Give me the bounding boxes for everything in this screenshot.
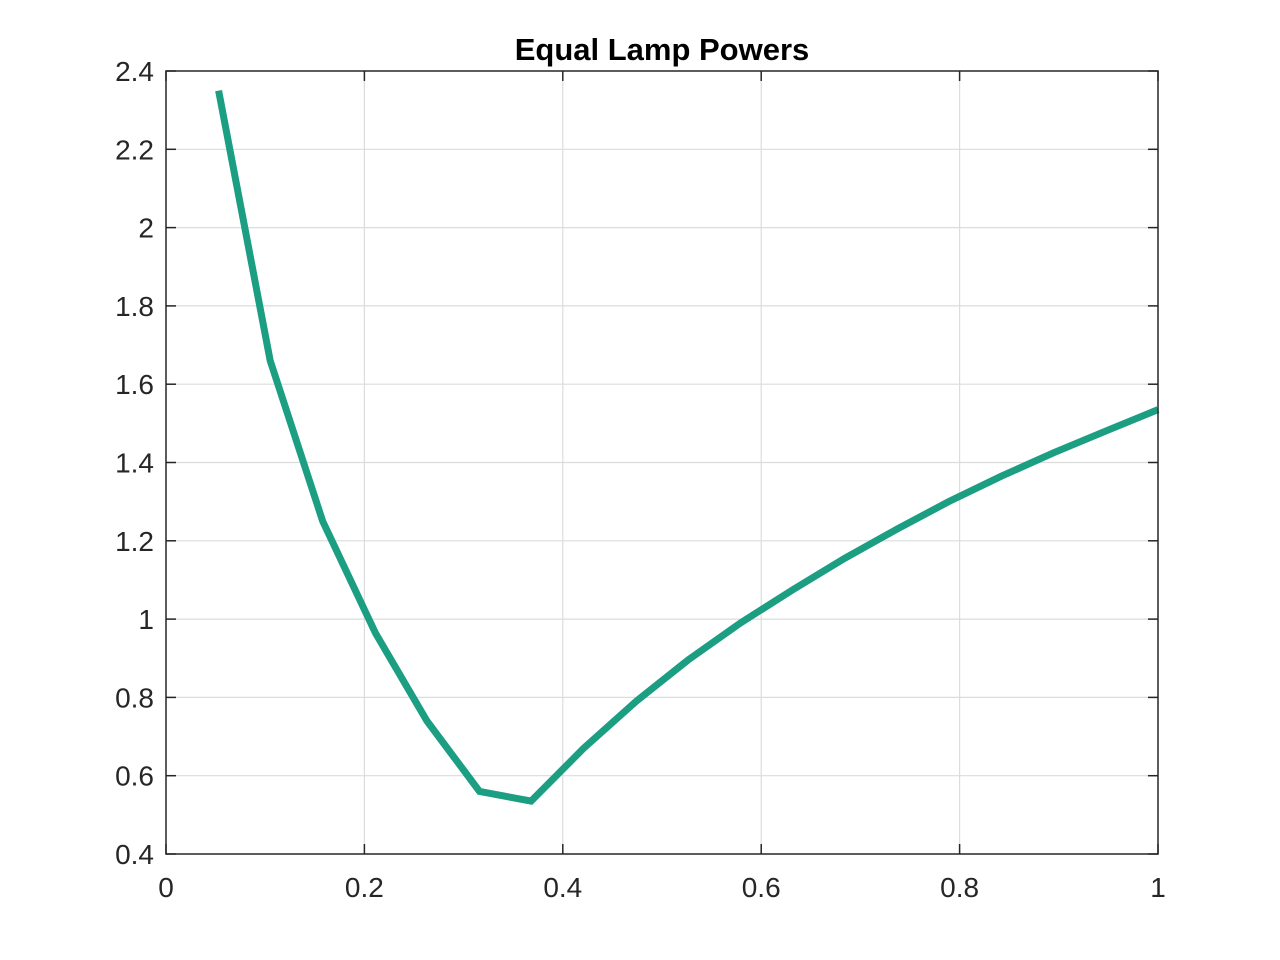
y-tick-label: 2.4 — [115, 56, 154, 87]
y-tick-label: 0.6 — [115, 761, 154, 792]
y-tick-label: 1.4 — [115, 448, 154, 479]
series-layer — [215, 89, 1160, 805]
x-tick-label: 0 — [158, 872, 174, 903]
tick-marks — [165, 70, 1159, 855]
x-tick-label: 0.6 — [742, 872, 781, 903]
y-tick-label: 1.6 — [115, 369, 154, 400]
grid-lines — [166, 71, 1158, 854]
chart-title: Equal Lamp Powers — [515, 32, 810, 67]
x-tick-label: 0.4 — [543, 872, 582, 903]
x-tick-label: 1 — [1150, 872, 1166, 903]
y-tick-label: 2 — [138, 213, 154, 244]
x-tick-label: 0.2 — [345, 872, 384, 903]
y-tick-label: 2.2 — [115, 134, 154, 165]
y-tick-label: 0.8 — [115, 682, 154, 713]
series-line — [215, 89, 1160, 805]
x-tick-label: 0.8 — [940, 872, 979, 903]
y-tick-label: 1.2 — [115, 526, 154, 557]
y-tick-label: 0.4 — [115, 839, 154, 870]
y-tick-label: 1.8 — [115, 291, 154, 322]
tick-labels: 0 0.2 0.4 0.6 0.8 1 0.4 0.6 0.8 1 1.2 1.4 1.6 1.8 2 2.2… — [115, 56, 1166, 903]
y-tick-label: 1 — [138, 604, 154, 635]
